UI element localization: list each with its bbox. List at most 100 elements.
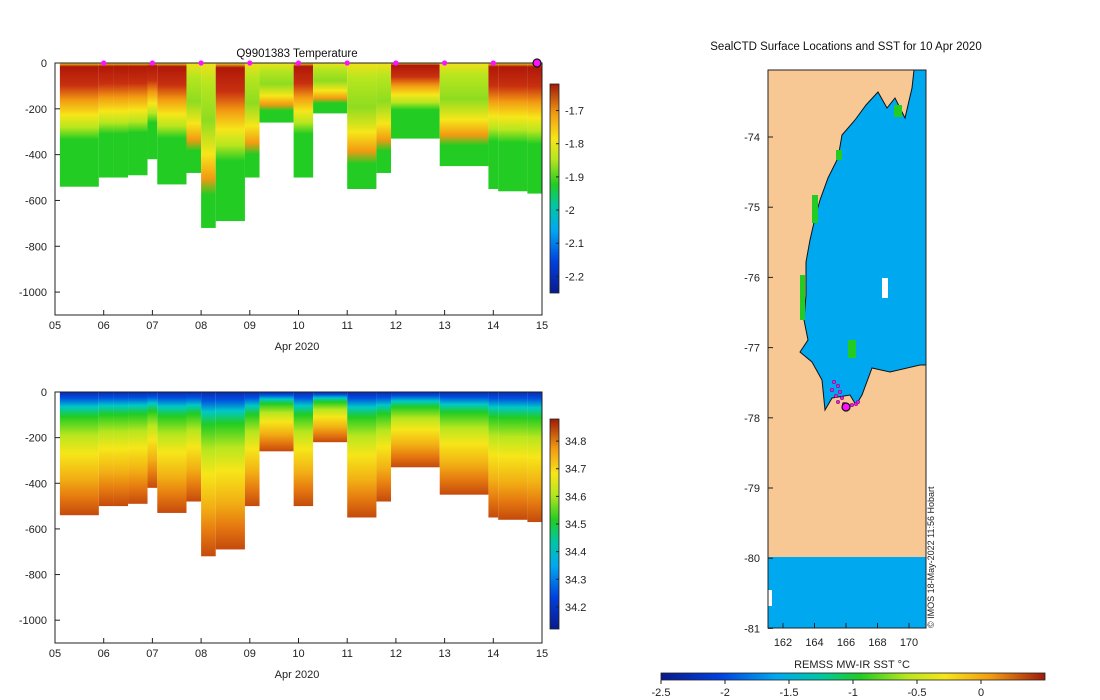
map-x-tick-label: 168 [868,637,886,649]
profile-marker [393,60,399,66]
colorbar-tick-label: -2.1 [565,238,584,250]
surface-location-point [836,400,841,405]
profile-column [128,63,148,176]
map-colorbar-label: REMSS MW-IR SST °C [794,659,910,671]
x-tick-label: 13 [438,648,450,660]
profile-column [59,392,99,516]
surface-location-point [832,380,837,385]
profile-column [59,63,99,187]
colorbar-tick-label: -2.2 [565,271,584,283]
profile-markers [101,58,542,68]
x-tick-label: 10 [292,320,304,332]
y-tick-label: -800 [25,570,47,582]
profile-marker [101,60,107,66]
profile-column [147,63,158,160]
x-tick-label: 09 [244,320,256,332]
x-tick-label: 13 [438,320,450,332]
profile-column [498,63,528,192]
profile-column [498,392,528,520]
map-x-tick-label: 164 [805,637,823,649]
map-colorbar-tick-label: -1 [848,687,858,699]
x-tick-label: 10 [292,648,304,660]
profile-marker [344,60,350,66]
x-tick-label: 07 [146,648,158,660]
profile-column [391,63,440,139]
ice-edge-patch [812,195,818,223]
map-y-tick-label: -76 [744,272,760,284]
x-tick-label: 15 [536,648,548,660]
colorbar-tick-label: 34.7 [565,464,586,476]
y-tick-label: -1000 [19,287,47,299]
temperature-colorbar [549,83,560,294]
y-tick-label: -200 [25,433,47,445]
profile-column [313,392,348,443]
profile-column [98,63,114,178]
surface-locations [830,380,861,409]
x-tick-label: 15 [536,320,548,332]
y-tick-label: -600 [25,195,47,207]
y-tick-label: -200 [25,104,47,116]
profile-column [215,392,245,550]
profile-column [293,63,314,178]
profile-column [293,392,314,507]
map-y-tick-label: -74 [744,132,760,144]
map-y-ticks: -74 -75 -76 -77 -78 -79 -80 -81 [744,132,773,635]
map-y-tick-label: -78 [744,413,760,425]
profile-column [244,63,260,178]
map-x-ticks: 162 164 166 168 170 [774,623,918,649]
profile-column [391,392,440,468]
y-tick-label: 0 [41,58,47,70]
salinity-xlabel: Apr 2020 [275,669,320,681]
profile-marker [149,60,155,66]
profile-column [186,392,202,502]
latest-profile-marker [532,58,542,68]
profile-column [259,63,294,123]
temperature-title: Q9901383 Temperature [236,48,357,60]
x-tick-label: 11 [341,320,352,332]
surface-location-point [856,400,861,405]
map-title: SealCTD Surface Locations and SST for 10… [710,41,981,53]
profile-column [244,392,260,507]
colorbar-tick-label: -1.7 [565,106,584,118]
southern-ice-patch [768,590,772,606]
temperature-data [59,63,542,228]
map-x-tick-label: 162 [774,637,792,649]
y-tick-label: -800 [25,241,47,253]
colorbar-tick-label: 34.3 [565,574,586,586]
temperature-y-ticks: 0 -200 -400 -600 -800 -1000 [19,58,60,299]
profile-column [376,392,392,502]
map-x-tick-label: 170 [900,637,918,649]
map-y-tick-label: -75 [744,202,760,214]
salinity-colorbar-ticks: 34.8 34.7 34.6 34.5 34.4 34.3 34.2 [556,436,586,614]
map-y-tick-label: -77 [744,343,760,355]
map-colorbar-tick-label: 0 [978,687,984,699]
latest-location-marker [841,402,851,412]
x-tick-label: 08 [195,320,207,332]
colorbar-tick-label: 34.6 [565,491,586,503]
profile-column [488,63,499,189]
colorbar-tick-label: 34.5 [565,519,586,531]
salinity-x-ticks: 05 06 07 08 09 10 11 12 13 14 15 [49,638,548,660]
attribution-text: © IMOS 18-May-2022 11:56 Hobart [926,486,936,628]
southern-sea-area [768,557,926,628]
map-colorbar-ticks: -2.5 -2 -1.5 -1 -0.5 0 [652,680,984,699]
profile-column [215,63,245,222]
y-tick-label: -400 [25,150,47,162]
x-tick-label: 11 [341,648,352,660]
profile-column [376,63,392,173]
profile-column [98,392,114,507]
profile-marker [295,60,302,66]
map-colorbar [660,672,1046,681]
salinity-data [59,392,542,557]
surface-location-point [840,396,845,401]
map-panel: SealCTD Surface Locations and SST for 10… [652,41,1046,699]
profile-column [157,392,187,513]
temperature-panel: 05 06 07 08 09 10 11 12 13 14 15 0 -200 -400 -600 -800… [19,48,584,353]
sea-area [799,69,927,412]
salinity-panel: 05 06 07 08 09 10 11 12 13 14 15 0 -200 -400 -600 -800… [19,387,587,681]
profile-column [186,63,202,173]
ice-edge-patch [894,105,902,117]
profile-column [527,63,542,194]
profile-column [347,392,377,518]
profile-column [113,392,129,507]
